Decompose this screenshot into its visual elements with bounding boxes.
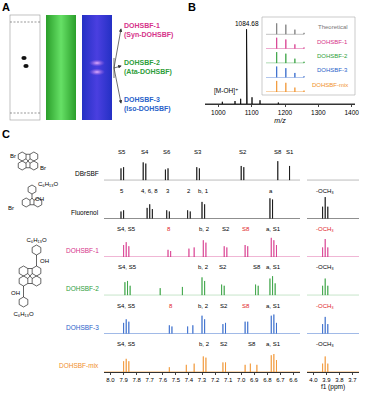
svg-text:7.4: 7.4 xyxy=(185,377,194,383)
svg-text:S2: S2 xyxy=(220,303,228,309)
svg-text:DOHSBF-3: DOHSBF-3 xyxy=(124,96,160,103)
svg-text:S6: S6 xyxy=(163,149,171,155)
svg-text:7.5: 7.5 xyxy=(172,377,181,383)
svg-text:S5: S5 xyxy=(118,149,126,155)
svg-text:4, 6, 8: 4, 6, 8 xyxy=(141,188,158,194)
svg-text:1084.68: 1084.68 xyxy=(235,20,259,27)
svg-text:C₆H₁₃O: C₆H₁₃O xyxy=(13,311,34,317)
svg-text:S2: S2 xyxy=(219,264,227,270)
svg-text:Fluorenol: Fluorenol xyxy=(71,209,99,216)
svg-text:-OCH₃: -OCH₃ xyxy=(316,303,334,309)
svg-text:7.1: 7.1 xyxy=(224,377,233,383)
svg-text:a, S1: a, S1 xyxy=(266,303,281,309)
svg-text:6.7: 6.7 xyxy=(276,377,285,383)
svg-text:8: 8 xyxy=(167,226,171,232)
svg-text:OH: OH xyxy=(35,196,44,202)
svg-text:8: 8 xyxy=(169,303,173,309)
svg-text:6.8: 6.8 xyxy=(263,377,272,383)
svg-text:b, 2: b, 2 xyxy=(199,341,210,347)
svg-text:C₆H₁₃O: C₆H₁₃O xyxy=(38,181,59,187)
svg-text:7.8: 7.8 xyxy=(132,377,141,383)
svg-text:DOHSBF-1: DOHSBF-1 xyxy=(317,39,348,45)
svg-text:S8: S8 xyxy=(242,226,250,232)
svg-text:-OCH₃: -OCH₃ xyxy=(316,188,334,194)
svg-text:S4, S5: S4, S5 xyxy=(117,226,136,232)
svg-text:3.9: 3.9 xyxy=(322,377,331,383)
svg-text:DOHSBF-mix: DOHSBF-mix xyxy=(312,82,348,88)
svg-text:DOHSBF-2: DOHSBF-2 xyxy=(66,285,99,292)
svg-text:a: a xyxy=(269,188,273,194)
svg-text:(Iso-DOHSBF): (Iso-DOHSBF) xyxy=(124,105,171,113)
svg-text:7.2: 7.2 xyxy=(211,377,220,383)
svg-text:DOHSBF-2: DOHSBF-2 xyxy=(317,53,348,59)
svg-text:OH: OH xyxy=(40,258,49,264)
svg-text:S3: S3 xyxy=(194,149,202,155)
svg-text:6.6: 6.6 xyxy=(289,377,298,383)
svg-text:-OCH₃: -OCH₃ xyxy=(316,341,334,347)
svg-text:DOHSBF-2: DOHSBF-2 xyxy=(124,59,160,66)
svg-text:Theoretical: Theoretical xyxy=(318,24,348,30)
svg-text:3: 3 xyxy=(166,188,170,194)
svg-text:Br: Br xyxy=(10,153,16,159)
svg-text:S4: S4 xyxy=(141,149,149,155)
svg-text:1100: 1100 xyxy=(245,109,259,116)
svg-text:7.0: 7.0 xyxy=(237,377,246,383)
svg-text:a, S1: a, S1 xyxy=(266,264,281,270)
svg-text:1300: 1300 xyxy=(311,109,326,116)
svg-text:5: 5 xyxy=(120,188,124,194)
svg-text:2: 2 xyxy=(187,188,191,194)
svg-text:S8: S8 xyxy=(274,149,282,155)
svg-text:S4, S5: S4, S5 xyxy=(117,341,136,347)
svg-text:-OCH₃: -OCH₃ xyxy=(316,264,334,270)
svg-text:b, 2: b, 2 xyxy=(199,226,210,232)
svg-text:7.6: 7.6 xyxy=(159,377,168,383)
svg-text:7.3: 7.3 xyxy=(198,377,207,383)
svg-text:(Syn-DOHSBF): (Syn-DOHSBF) xyxy=(124,31,173,39)
svg-text:a, S1: a, S1 xyxy=(266,341,281,347)
svg-text:S4, S5: S4, S5 xyxy=(117,303,136,309)
svg-text:S4, S5: S4, S5 xyxy=(118,264,137,270)
svg-text:DOHSBF-1: DOHSBF-1 xyxy=(124,22,160,29)
svg-text:C₆H₁₃O: C₆H₁₃O xyxy=(26,237,47,243)
svg-text:f1 (ppm): f1 (ppm) xyxy=(321,383,345,391)
svg-text:4.0: 4.0 xyxy=(309,377,318,383)
svg-text:OH: OH xyxy=(11,290,20,296)
svg-text:S2: S2 xyxy=(220,341,228,347)
svg-text:S8: S8 xyxy=(242,303,250,309)
svg-text:S2: S2 xyxy=(222,226,230,232)
svg-text:7.7: 7.7 xyxy=(146,377,155,383)
svg-text:3.8: 3.8 xyxy=(335,377,344,383)
svg-text:S8: S8 xyxy=(248,341,256,347)
svg-text:b, 1: b, 1 xyxy=(198,188,209,194)
svg-text:6.9: 6.9 xyxy=(250,377,259,383)
svg-text:DOHSBF-1: DOHSBF-1 xyxy=(66,247,99,254)
svg-text:S8: S8 xyxy=(253,264,261,270)
svg-text:3.7: 3.7 xyxy=(348,377,357,383)
svg-text:S2: S2 xyxy=(239,149,247,155)
svg-text:1200: 1200 xyxy=(278,109,293,116)
svg-text:DBrSBF: DBrSBF xyxy=(75,170,99,177)
svg-text:7.9: 7.9 xyxy=(119,377,128,383)
svg-text:-OCH₃: -OCH₃ xyxy=(316,226,334,232)
svg-text:B: B xyxy=(188,1,196,13)
svg-text:A: A xyxy=(2,1,10,13)
svg-text:m/z: m/z xyxy=(274,117,286,124)
svg-text:b, 2: b, 2 xyxy=(198,264,209,270)
svg-text:C: C xyxy=(2,128,10,140)
svg-text:8.0: 8.0 xyxy=(106,377,115,383)
svg-text:1400: 1400 xyxy=(344,109,359,116)
svg-text:DOHSBF-mix: DOHSBF-mix xyxy=(59,362,99,369)
svg-text:1000: 1000 xyxy=(211,109,226,116)
svg-text:b, 2: b, 2 xyxy=(198,303,209,309)
svg-text:Br: Br xyxy=(40,165,46,171)
svg-text:a, S1: a, S1 xyxy=(266,226,281,232)
svg-text:DOHSBF-3: DOHSBF-3 xyxy=(317,67,348,73)
svg-text:[M-OH]⁺: [M-OH]⁺ xyxy=(214,87,238,95)
svg-text:Br: Br xyxy=(8,205,14,211)
svg-text:(Ata-DOHSBF): (Ata-DOHSBF) xyxy=(124,68,172,76)
svg-text:DOHSBF-3: DOHSBF-3 xyxy=(66,324,99,331)
svg-text:S1: S1 xyxy=(286,149,294,155)
